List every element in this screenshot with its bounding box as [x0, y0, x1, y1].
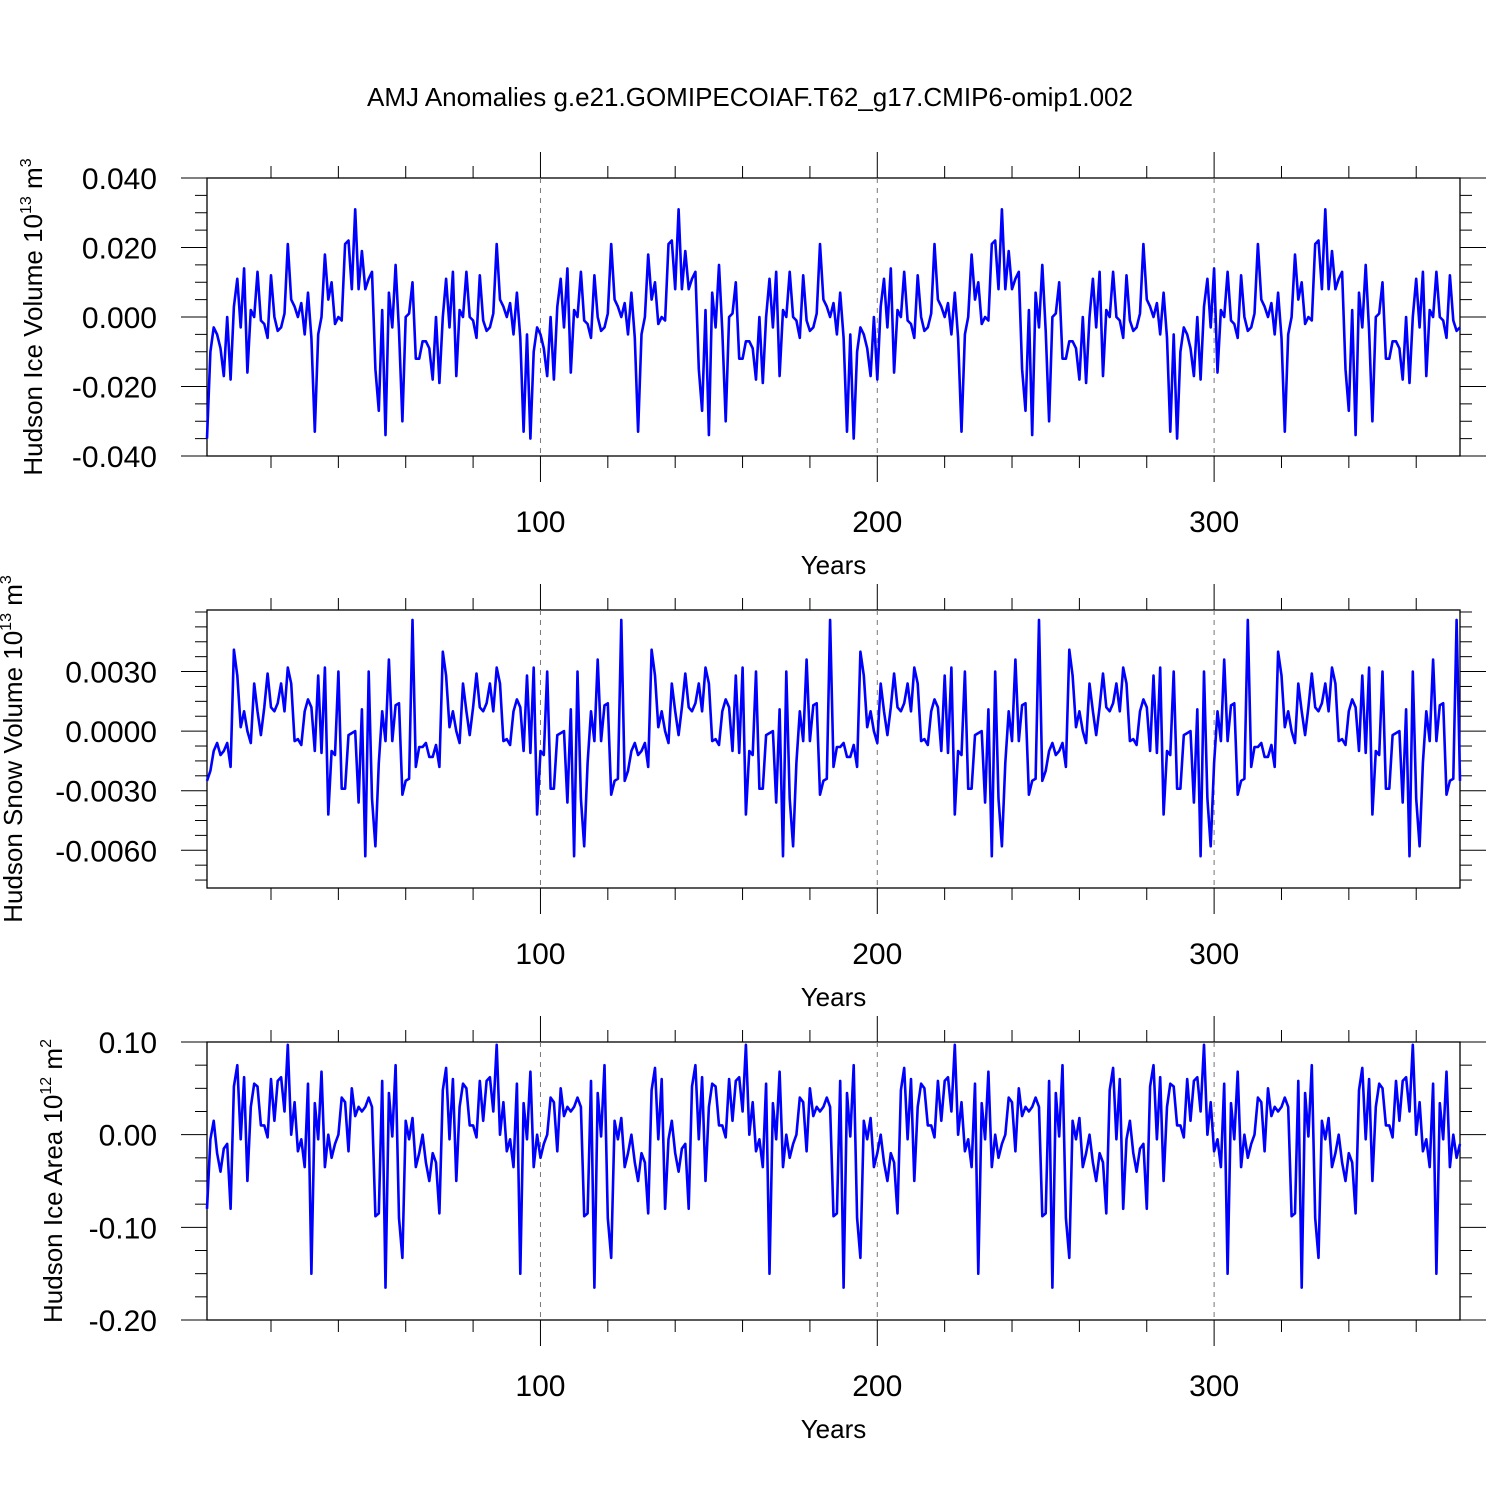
x-axis-label: Years	[801, 982, 867, 1012]
y-tick-label: 0.000	[82, 302, 157, 335]
y-tick-label: 0.040	[82, 163, 157, 196]
x-tick-label: 300	[1189, 938, 1239, 971]
figure-title: AMJ Anomalies g.e21.GOMIPECOIAF.T62_g17.…	[367, 82, 1133, 112]
y-axis-label-unit-exponent: 2	[38, 1039, 55, 1048]
y-tick-label: 0.00	[99, 1120, 157, 1153]
series-line	[205, 1043, 1462, 1289]
x-tick-label: 300	[1189, 506, 1239, 539]
y-tick-label: -0.0030	[55, 776, 157, 809]
y-axis-label: Hudson Ice Volume 1013 m3	[18, 158, 48, 475]
y-axis-label-main: Hudson Ice Volume 10	[18, 214, 48, 476]
y-axis-label-unit: m	[38, 1048, 68, 1077]
y-tick-label: 0.020	[82, 233, 157, 266]
y-tick-label: -0.040	[72, 441, 157, 474]
x-tick-label: 100	[515, 1370, 565, 1403]
x-tick-label: 200	[852, 938, 902, 971]
y-tick-label: 0.10	[99, 1027, 157, 1060]
x-axis-label: Years	[801, 550, 867, 580]
y-axis-label-unit-exponent: 3	[18, 158, 35, 167]
x-tick-label: 100	[515, 506, 565, 539]
y-axis-label-unit: m	[18, 167, 48, 196]
series-line	[205, 618, 1462, 858]
y-axis-label-main: Hudson Snow Volume 10	[0, 631, 28, 923]
x-tick-label: 300	[1189, 1370, 1239, 1403]
y-axis-label-exponent: 13	[18, 196, 35, 214]
y-axis-label-unit-exponent: 3	[0, 575, 15, 584]
y-axis-label-exponent: 12	[38, 1077, 55, 1095]
x-axis-label: Years	[801, 1414, 867, 1444]
panel-3: 100 200 300 -0.20 -0.10 0.00 0.10 Years Hudson I…	[38, 1016, 1486, 1444]
y-tick-label: -0.10	[89, 1212, 157, 1245]
y-axis-label-exponent: 13	[0, 613, 15, 631]
panel-2: 100 200 300 -0.0060 -0.0030 0.0000 0.0030 Years…	[0, 575, 1486, 1012]
y-axis-label: Hudson Snow Volume 1013 m3	[0, 575, 28, 923]
x-tick-label: 100	[515, 938, 565, 971]
y-tick-label: 0.0030	[65, 657, 157, 690]
y-axis-label: Hudson Ice Area 1012 m2	[38, 1039, 68, 1323]
y-tick-label: -0.0060	[55, 835, 157, 868]
y-tick-label: -0.020	[72, 372, 157, 405]
panel-1: 100 200 300 -0.040 -0.020 0.000 0.020 0.040 Year…	[18, 152, 1486, 580]
series-line	[205, 208, 1461, 440]
x-tick-label: 200	[852, 506, 902, 539]
x-tick-label: 200	[852, 1370, 902, 1403]
y-axis-label-unit: m	[0, 584, 28, 613]
y-axis-label-main: Hudson Ice Area 10	[38, 1095, 68, 1323]
y-tick-label: 0.0000	[65, 716, 157, 749]
panels: 100 200 300 -0.040 -0.020 0.000 0.020 0.040 Year…	[0, 152, 1486, 1444]
y-tick-label: -0.20	[89, 1305, 157, 1338]
